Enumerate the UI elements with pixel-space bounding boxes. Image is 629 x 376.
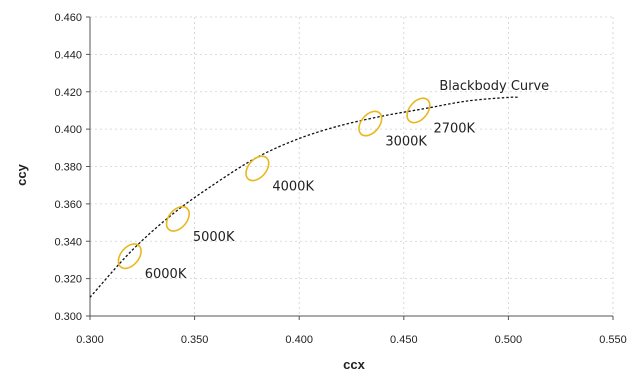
y-tick-label: 0.460 — [54, 12, 82, 24]
cct-label: 2700K — [433, 121, 475, 136]
y-tick-label: 0.320 — [54, 274, 82, 286]
x-tick-label: 0.500 — [495, 334, 523, 346]
blackbody-curve — [89, 96, 519, 298]
series — [89, 96, 519, 298]
y-axis-title: ccy — [14, 163, 29, 185]
x-tick-label: 0.450 — [390, 334, 418, 346]
ellipses — [117, 97, 431, 270]
y-tick-label: 0.380 — [54, 162, 82, 174]
cct-label: 4000K — [272, 179, 314, 194]
cct-label: 3000K — [385, 135, 427, 150]
y-tick-label: 0.300 — [54, 311, 82, 323]
labels: 6000K 5000K 4000K 3000K 2700K Blackbody Curve — [145, 79, 549, 282]
y-tick-label: 0.440 — [54, 49, 82, 61]
cct-ellipse — [245, 155, 270, 182]
ticks: 0.300 0.350 0.400 0.450 0.500 0.550 0.300 0.320… — [54, 12, 626, 346]
cct-ellipse — [358, 110, 383, 137]
cct-ellipse — [406, 97, 431, 124]
x-tick-label: 0.400 — [285, 334, 313, 346]
x-tick-label: 0.300 — [76, 334, 104, 346]
y-tick-label: 0.360 — [54, 199, 82, 211]
cct-ellipse — [165, 205, 191, 232]
x-axis-title: ccx — [343, 357, 365, 372]
y-tick-label: 0.340 — [54, 236, 82, 248]
grid — [90, 16, 614, 316]
x-tick-label: 0.550 — [599, 334, 627, 346]
x-tick-label: 0.350 — [181, 334, 209, 346]
curve-annotation: Blackbody Curve — [439, 79, 549, 94]
cct-ellipse — [117, 243, 142, 270]
y-tick-label: 0.400 — [54, 124, 82, 136]
cct-label: 5000K — [193, 230, 235, 245]
y-tick-label: 0.420 — [54, 87, 82, 99]
cct-label: 6000K — [145, 267, 187, 282]
